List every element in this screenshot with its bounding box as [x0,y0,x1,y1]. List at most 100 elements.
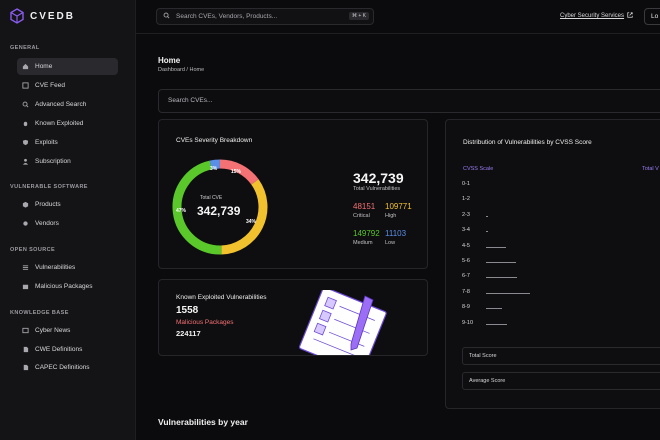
pct-label-critical: 15% [231,169,242,175]
sidebar-item-home[interactable]: Home [17,58,118,75]
known-exploited-card[interactable]: Known Exploited Vulnerabilities 1558 Mal… [158,279,428,356]
cvss-row-bar [486,308,503,310]
breadcrumb: Dashboard / Home [158,67,205,73]
cvss-row-label: 6-7 [462,273,470,280]
cve-search-input[interactable]: Search CVEs... [158,89,660,113]
logo[interactable]: CVEDB [10,8,75,24]
sidebar-item-capec-definitions[interactable]: CAPEC Definitions [17,360,118,371]
cyber-security-services-link[interactable]: Cyber Security Services [560,12,633,20]
cvss-row-label: 4-5 [462,242,470,249]
severity-card-title: CVEs Severity Breakdown [176,137,253,144]
cvss-row-bar [486,292,530,294]
cvss-row-label: 2-3 [462,211,470,218]
news-icon [22,327,29,334]
critical-label: Critical [353,213,370,219]
low-value: 11103 [385,229,407,238]
cvss-card-title: Distribution of Vulnerabilities by CVSS … [463,139,592,146]
global-search-input[interactable]: Search CVEs, Vendors, Products... ⌘ + K [156,8,374,25]
sidebar-item-label: Cyber News [35,327,71,334]
section-title-general: GENERAL [10,45,40,51]
vulnerabilities-by-year-heading: Vulnerabilities by year [158,417,248,427]
malicious-packages-count: 224117 [176,329,201,338]
cube-logo-icon [10,8,24,24]
severity-card: CVEs Severity Breakdown Total CVE 342,73… [158,119,428,269]
cvss-row-label: 9-10 [462,319,474,326]
search-placeholder: Search CVEs, Vendors, Products... [176,13,278,20]
high-label: High [385,213,397,219]
sidebar-item-label: Vendors [35,220,59,227]
list-icon [22,264,29,271]
bug-icon [22,120,29,127]
vendor-icon [22,220,29,227]
external-link-icon [627,12,633,20]
sidebar-item-cve-feed[interactable]: CVE Feed [17,77,118,94]
total-vulnerabilities-value: 342,739 [353,170,404,186]
sidebar-item-label: Subscription [35,158,71,165]
cvss-row-bar [486,231,488,233]
known-exploited-count: 1558 [176,305,199,316]
sidebar-item-products[interactable]: Products [17,196,118,213]
shield-icon [22,139,29,146]
donut-center-label: Total CVE [200,195,223,201]
user-icon [22,158,29,165]
link-label: Cyber Security Services [560,13,625,19]
high-value: 109771 [385,202,412,211]
severity-donut-chart [172,159,268,255]
package-icon [22,283,29,290]
sidebar: CVEDB GENERAL Home CVE Feed Advanced Sea… [0,0,136,440]
cvss-row-label: 8-9 [462,304,470,311]
brand-name: CVEDB [30,10,76,22]
medium-value: 149792 [353,229,380,238]
section-title-knowledge-base: KNOWLEDGE BASE [10,310,69,316]
donut-center-value: 342,739 [197,204,241,218]
sidebar-item-label: Home [35,63,53,70]
cvss-row-bar [486,262,517,263]
sidebar-item-subscription[interactable]: Subscription [17,153,118,170]
sidebar-item-malicious-packages[interactable]: Malicious Packages [17,278,118,295]
sidebar-item-known-exploited[interactable]: Known Exploited [17,115,118,132]
average-score-row[interactable]: Average Score [462,372,660,390]
known-exploited-title: Known Exploited Vulnerabilities [176,294,267,301]
doc-icon [22,346,29,353]
total-vulnerabilities-label: Total Vulnerabilities [353,186,401,192]
sidebar-item-label: Products [35,201,61,208]
total-score-row[interactable]: Total Score [462,347,660,365]
donut-segment-low [209,159,221,170]
cvss-row-bar [486,323,507,325]
low-label: Low [385,240,396,246]
section-title-vulnerable-software: VULNERABLE SOFTWARE [10,184,88,190]
sidebar-item-label: CVE Feed [35,82,65,89]
sidebar-item-label: Exploits [35,139,58,146]
cvss-row-bar [486,215,488,217]
donut-segment-critical [219,159,259,185]
cvss-row-label: 7-8 [462,288,470,295]
sidebar-item-advanced-search[interactable]: Advanced Search [17,96,118,113]
cvss-distribution-card: Distribution of Vulnerabilities by CVSS … [445,119,660,409]
cvss-row-label: 1-2 [462,196,470,203]
sidebar-item-label: Known Exploited [35,120,84,127]
search-icon [163,12,170,21]
feed-icon [22,82,29,89]
sidebar-item-vulnerabilities[interactable]: Vulnerabilities [17,259,118,276]
document-illustration-icon [298,290,387,355]
sidebar-item-cwe-definitions[interactable]: CWE Definitions [17,341,118,358]
home-icon [22,63,29,70]
sidebar-item-label: CAPEC Definitions [35,364,90,371]
sidebar-item-label: CWE Definitions [35,346,83,353]
sidebar-item-vendors[interactable]: Vendors [17,215,118,232]
cvss-scale-header: CVSS Scale [463,166,494,172]
cvss-row-bar [486,277,517,279]
shortcut-badge: ⌘ + K [348,12,369,20]
pct-label-medium: 47% [176,208,187,214]
sidebar-item-label: Advanced Search [35,101,87,108]
sidebar-item-label: Malicious Packages [35,283,93,290]
search-icon [22,101,29,108]
cvss-row-label: 5-6 [462,258,470,264]
topbar: Search CVEs, Vendors, Products... ⌘ + K … [136,0,660,34]
doc-icon [22,364,29,371]
page-title: Home [158,56,181,65]
login-button[interactable]: Lo [644,8,660,25]
sidebar-item-exploits[interactable]: Exploits [17,134,118,151]
sidebar-item-cyber-news[interactable]: Cyber News [17,322,118,339]
box-icon [22,201,29,208]
